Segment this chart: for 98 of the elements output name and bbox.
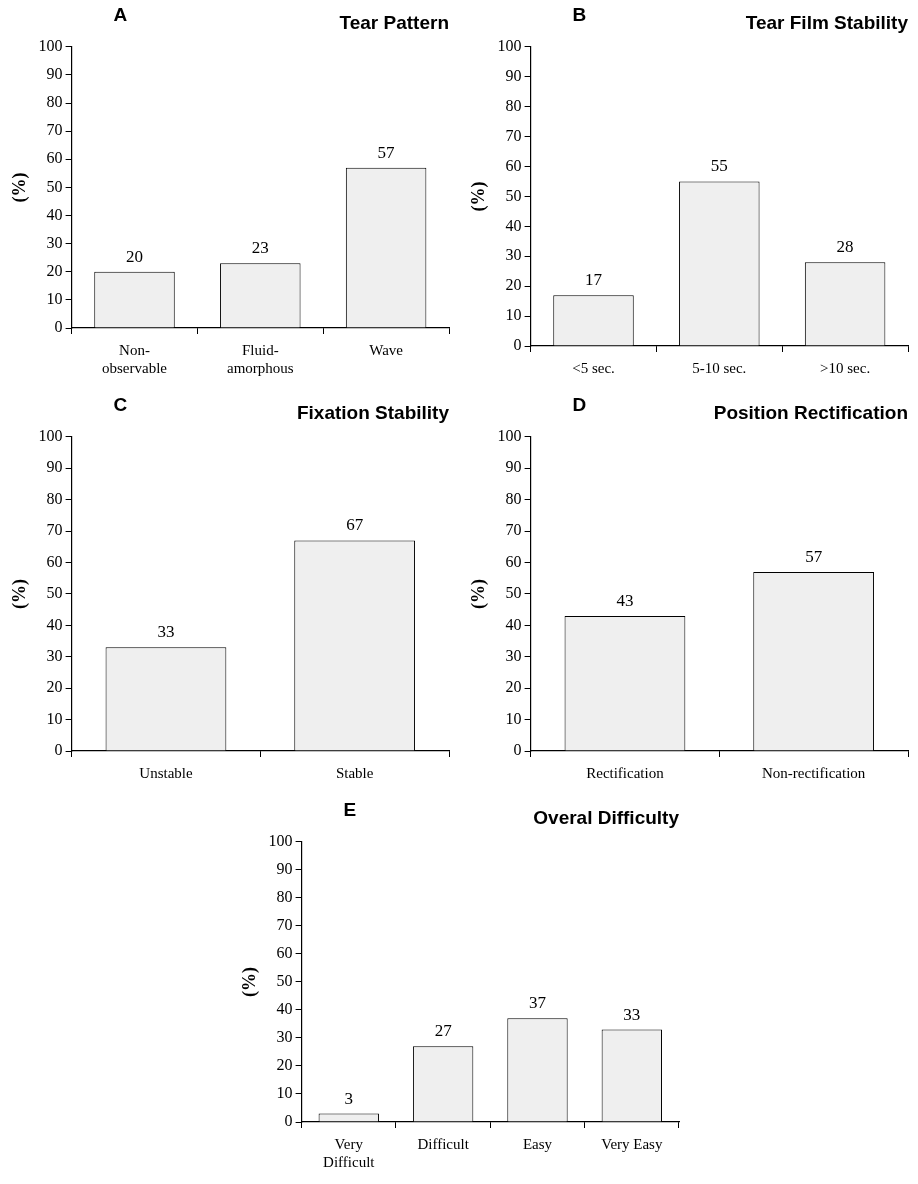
y-tick-label: 0	[513, 336, 522, 354]
data-label: 27	[434, 1021, 453, 1041]
y-tick-label: 50	[505, 186, 522, 204]
y-tick-label: 100	[497, 427, 522, 444]
y-tick-label: 10	[276, 1084, 293, 1102]
y-axis-title: (%)	[468, 578, 490, 609]
x-tick-label: Very Easy	[601, 1135, 663, 1152]
y-tick-label: 20	[276, 1056, 293, 1074]
chart-title: Position Rectification	[713, 401, 908, 423]
y-tick-label: 50	[505, 584, 522, 602]
text: C	[113, 393, 128, 415]
y-tick-label: 80	[46, 489, 63, 507]
y-tick-label: 10	[505, 709, 522, 727]
y-tick-label: 50	[276, 972, 293, 990]
data-label: 67	[346, 515, 364, 535]
y-tick-label: 40	[46, 205, 63, 223]
y-tick-label: 90	[505, 458, 522, 476]
y-tick-label: 80	[505, 489, 522, 507]
y-tick-label: 100	[497, 37, 522, 54]
y-tick-label: 20	[505, 276, 522, 294]
x-tick-label: Stable	[335, 764, 374, 781]
text: D	[572, 393, 587, 415]
y-tick-label: 70	[505, 521, 522, 539]
x-tick-label: Very Difficult	[323, 1135, 376, 1170]
y-tick-label: 10	[505, 306, 522, 324]
y-axis-title: (%)	[468, 181, 490, 212]
y-tick-label: 60	[505, 156, 522, 174]
data-label: 37	[528, 993, 547, 1013]
y-tick-label: 60	[505, 552, 522, 570]
y-tick-label: 10	[46, 290, 63, 308]
x-tick-label: Easy	[522, 1135, 553, 1152]
y-tick-label: 70	[46, 521, 63, 539]
y-tick-label: 50	[46, 177, 63, 195]
text: E	[343, 798, 357, 820]
data-label: 23	[251, 238, 269, 258]
y-tick-label: 90	[46, 65, 63, 83]
y-tick-label: 20	[505, 678, 522, 696]
data-label: 55	[710, 156, 728, 176]
y-tick-label: 70	[505, 126, 522, 144]
x-tick-label: 5-10 sec.	[692, 359, 747, 376]
y-axis-title: (%)	[9, 578, 31, 609]
data-label: 28	[836, 237, 854, 257]
y-axis-title: (%)	[9, 172, 31, 203]
chart-title: Overal Difficulty	[533, 806, 680, 828]
y-tick-label: 30	[46, 646, 63, 664]
y-tick-label: 30	[46, 233, 63, 251]
y-tick-label: 50	[46, 584, 63, 602]
y-tick-label: 40	[505, 216, 522, 234]
chart-title: Fixation Stability	[296, 401, 450, 423]
data-label: 33	[157, 622, 175, 642]
y-tick-label: 70	[46, 121, 63, 139]
y-tick-label: 80	[505, 96, 522, 114]
text: A	[113, 3, 128, 25]
y-tick-label: 70	[276, 916, 293, 934]
y-tick-label: 80	[276, 888, 293, 906]
x-tick-label: <5 sec.	[572, 359, 615, 376]
x-tick-label: >10 sec.	[820, 359, 871, 376]
y-tick-label: 100	[268, 832, 293, 849]
data-label: 17	[585, 270, 603, 290]
y-tick-label: 40	[505, 615, 522, 633]
y-tick-label: 80	[46, 93, 63, 111]
data-label: 57	[377, 142, 396, 162]
x-tick-label: Unstable	[139, 764, 193, 781]
y-tick-label: 20	[46, 678, 63, 696]
y-tick-label: 30	[276, 1028, 293, 1046]
y-tick-label: 40	[276, 1000, 293, 1018]
data-label: 57	[805, 546, 823, 566]
y-tick-label: 60	[46, 552, 63, 570]
x-tick-label: Difficult	[417, 1135, 470, 1152]
y-tick-label: 0	[513, 741, 522, 759]
y-tick-label: 100	[38, 427, 63, 444]
x-tick-label: Wave	[369, 341, 404, 358]
chart-title: Tear Film Stability	[745, 11, 909, 33]
y-tick-label: 90	[276, 860, 293, 878]
y-tick-label: 0	[284, 1112, 293, 1130]
x-tick-label: Rectification	[586, 764, 665, 781]
data-label: 20	[126, 246, 143, 266]
x-tick-label: Fluid- amorphous	[226, 341, 294, 376]
chart-title: Tear Pattern	[339, 11, 449, 33]
text: B	[572, 3, 587, 25]
y-tick-label: 0	[54, 741, 63, 759]
data-label: 33	[623, 1004, 641, 1024]
y-tick-label: 0	[54, 318, 63, 336]
data-label: 43	[616, 590, 634, 610]
y-tick-label: 60	[46, 149, 63, 167]
x-tick-label: Non- observable	[102, 341, 168, 376]
data-label: 3	[344, 1088, 354, 1108]
y-tick-label: 30	[505, 646, 522, 664]
x-tick-label: Non-rectification	[762, 764, 866, 781]
y-tick-label: 90	[505, 66, 522, 84]
y-tick-label: 10	[46, 709, 63, 727]
y-axis-title: (%)	[239, 966, 261, 997]
y-tick-label: 40	[46, 615, 63, 633]
y-tick-label: 60	[276, 944, 293, 962]
y-tick-label: 20	[46, 261, 63, 279]
y-tick-label: 90	[46, 458, 63, 476]
y-tick-label: 30	[505, 246, 522, 264]
y-tick-label: 100	[38, 37, 63, 54]
